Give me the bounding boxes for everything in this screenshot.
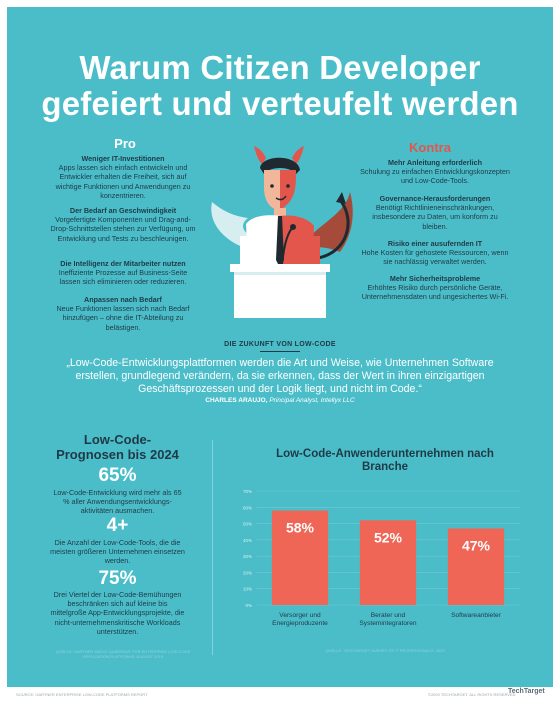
quote: „Low-Code-Entwicklungsplattformen werden… (66, 357, 494, 395)
y-tick-label: 0% (245, 603, 252, 608)
pro-item: Die Intelligenz der Mitarbeiter nutzen I… (48, 259, 198, 287)
contra-item: Governance-Herausforderungen Benötigt Ri… (360, 194, 510, 231)
bar (447, 528, 505, 605)
devil-tail-icon (317, 199, 350, 260)
y-tick-label: 20% (243, 570, 252, 575)
category-label: Berater und Systemintegratoren (359, 612, 417, 627)
y-tick-label: 30% (243, 554, 252, 559)
pro-item-heading: Der Bedarf an Geschwindigkeit (69, 206, 177, 215)
bar (359, 520, 417, 605)
y-tick-label: 70% (243, 489, 252, 494)
contra-item: Mehr Sicherheitsprobleme Erhöhtes Risiko… (360, 274, 510, 302)
stat-value: 4+ (106, 515, 129, 536)
quote-role: Principal Analyst, Intellyx LLC (269, 397, 355, 404)
bar-value-label: 58% (286, 520, 315, 536)
techtarget-logo: TechTarget (508, 688, 545, 695)
future-heading: DIE ZUKUNFT VON LOW-CODE (224, 341, 336, 348)
quote-author: CHARLES ARAUJO, (205, 397, 268, 404)
stat-value: 75% (98, 568, 137, 589)
pro-item-heading: Weniger IT-Investitionen (81, 154, 165, 163)
contra-item: Mehr Anleitung erforderlich Schulung zu … (360, 158, 510, 186)
y-tick-label: 40% (243, 538, 252, 543)
title-line-2: gefeiert und verteufelt werden (41, 85, 519, 122)
bar (271, 510, 329, 605)
bar-chart: 0% 10% 20% 30% 40% 50% 60% 70% 58% Versorger und E… (243, 489, 520, 627)
contra-item-heading: Mehr Sicherheitsprobleme (389, 274, 481, 283)
stat-value: 65% (98, 465, 137, 486)
angel-devil-illustration (211, 146, 353, 318)
prognosis-source: QUELLE: GARTNER MAGIC QUADRANT FOR ENTER… (55, 649, 191, 659)
pro-item-text: Neue Funktionen lassen sich nach Bedarf … (56, 304, 190, 332)
title-line-1: Warum Citizen Developer (79, 49, 481, 86)
contra-heading: Kontra (409, 140, 451, 155)
contra-item-heading: Governance-Herausforderungen (379, 194, 491, 203)
footer-copyright: ©2020 TECHTARGET. ALL RIGHTS RESERVED (428, 692, 516, 697)
footer-source: SOURCE: GARTNER ENTERPRISE LOW-CODE PLAT… (16, 692, 148, 697)
microphone-icon (281, 227, 293, 265)
y-tick-label: 60% (243, 505, 252, 510)
contra-item: Risiko einer ausufernden IT Hohe Kosten … (360, 239, 510, 267)
pro-item: Weniger IT-Investitionen Apps lassen sic… (48, 154, 198, 200)
contra-item-text: Erhöhtes Risiko durch persönliche Geräte… (361, 283, 509, 302)
pro-item: Der Bedarf an Geschwindigkeit Vorgeferti… (48, 206, 198, 243)
page-title: Warum Citizen Developer gefeiert und ver… (0, 50, 560, 122)
contra-item-text: Schulung zu einfachen Entwicklungskonzep… (360, 167, 510, 186)
contra-item-text: Benötigt Richtlinieneinschränkungen, ins… (372, 203, 498, 231)
bar-value-label: 52% (374, 529, 403, 545)
pro-item-heading: Die Intelligenz der Mitarbeiter nutzen (60, 259, 186, 268)
stat-text: Drei Viertel der Low-Code-Bemühungen bes… (50, 590, 185, 636)
devil-wing-icon (310, 192, 353, 252)
chart-title: Low-Code-Anwenderunternehmen nach Branch… (276, 448, 494, 473)
y-tick-label: 50% (243, 522, 252, 527)
section-divider (212, 440, 213, 655)
category-label: Softwareanbieter (451, 612, 502, 619)
pro-heading: Pro (114, 136, 136, 151)
contra-item-heading: Risiko einer ausufernden IT (387, 239, 483, 248)
category-label: Versorger und Energieproduzente (272, 612, 328, 627)
pro-item: Anpassen nach Bedarf Neue Funktionen las… (48, 295, 198, 332)
pro-item-text: Apps lassen sich einfach entwickeln und … (55, 163, 191, 200)
pro-item-heading: Anpassen nach Bedarf (84, 295, 162, 304)
y-tick-label: 10% (243, 587, 252, 592)
stat-text: Die Anzahl der Low-Code-Tools, die die m… (50, 538, 185, 566)
stat-text: Low-Code-Entwicklung wird mehr als 65 % … (53, 488, 182, 516)
chart-source: QUELLE: TECHTARGET SURVEY OF IT PROFESSI… (325, 648, 445, 653)
contra-item-heading: Mehr Anleitung erforderlich (388, 158, 482, 167)
pro-item-text: Vorgefertigte Komponenten und Drag-and-D… (50, 215, 196, 243)
contra-item-text: Hohe Kosten für gehostete Ressourcen, we… (361, 248, 509, 267)
bar-value-label: 47% (462, 537, 491, 553)
podium (234, 268, 326, 318)
pro-item-text: Ineffiziente Prozesse auf Business-Seite… (58, 268, 188, 287)
quote-attribution: CHARLES ARAUJO, Principal Analyst, Intel… (0, 397, 560, 404)
devil-horns-icon (292, 146, 304, 164)
divider-line (260, 351, 300, 352)
prognosis-title: Low-Code-Prognosen bis 2024 (56, 432, 179, 462)
